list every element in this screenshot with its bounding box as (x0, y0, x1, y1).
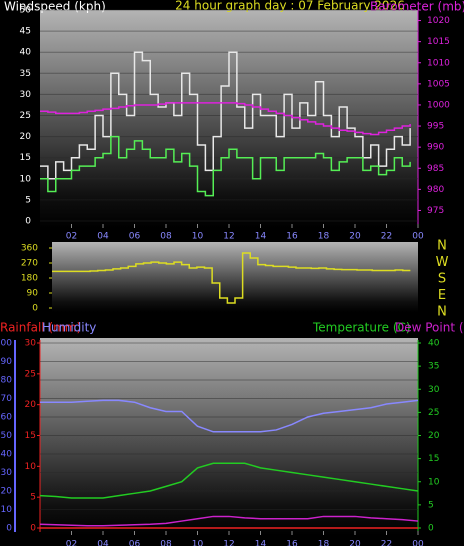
y-tick-label: 100 (0, 339, 12, 349)
rain-axis-label: Rainfall (mm) (0, 321, 81, 335)
compass-label: W (436, 255, 449, 270)
y-tick-label: 90 (27, 289, 39, 299)
x-tick-label: 12 (223, 232, 234, 242)
x-tick-label: 20 (349, 232, 361, 242)
y2-tick-label: 1020 (427, 16, 450, 26)
y2-tick-label: 975 (427, 206, 444, 216)
y-tick-label: 20 (20, 132, 32, 142)
y-tick-label: 70 (1, 394, 13, 404)
x-tick-label: 08 (160, 232, 172, 242)
y-tick-label: 0 (6, 524, 12, 534)
x-tick-label: 16 (286, 540, 298, 546)
series-line (40, 102, 411, 136)
y-tick-label: 40 (1, 450, 13, 460)
x-tick-label: 16 (286, 232, 298, 242)
y-tick-label: 50 (20, 6, 32, 16)
x-tick-label: 06 (129, 540, 141, 546)
y2-tick-label: 10 (428, 477, 440, 487)
series-line (52, 252, 411, 304)
series-line (39, 515, 419, 527)
y2-tick-label: 20 (428, 431, 440, 441)
x-tick-label: 00 (412, 232, 424, 242)
y-tick-label: 50 (1, 431, 13, 441)
y-tick-label: 30 (20, 90, 32, 100)
y-tick-label: 60 (1, 413, 13, 423)
y2-tick-label: 30 (428, 385, 440, 395)
y-tick-label: 180 (21, 274, 38, 284)
x-tick-label: 22 (381, 540, 392, 546)
y3-tick-label: 0 (30, 524, 36, 534)
x-tick-label: 18 (318, 232, 330, 242)
y-tick-label: 90 (1, 357, 13, 367)
y-tick-label: 40 (20, 48, 32, 58)
compass-label: E (438, 288, 446, 303)
series-line (40, 399, 419, 433)
series-line (40, 135, 411, 197)
y3-tick-label: 5 (30, 493, 36, 503)
x-tick-label: 14 (255, 540, 267, 546)
y-tick-label: 35 (20, 69, 31, 79)
x-tick-label: 14 (255, 232, 267, 242)
y2-tick-label: 995 (427, 122, 444, 132)
y-tick-label: 5 (25, 195, 31, 205)
y2-tick-label: 1015 (427, 37, 450, 47)
y-tick-label: 0 (25, 217, 31, 227)
wind-plot-background (40, 10, 418, 228)
x-tick-label: 00 (412, 540, 424, 546)
y-tick-label: 10 (1, 505, 13, 515)
x-tick-label: 02 (66, 232, 77, 242)
x-tick-label: 10 (192, 232, 204, 242)
y-axis-label: Humidity (42, 321, 96, 335)
y2-tick-label: 25 (428, 408, 439, 418)
y-tick-label: 360 (21, 244, 38, 254)
x-tick-label: 06 (129, 232, 141, 242)
y2-tick-label: 990 (427, 143, 444, 153)
compass-label: N (437, 305, 447, 320)
y2-tick-label: 980 (427, 185, 444, 195)
chart-title: 24 hour graph day : 07 February 2026 (175, 0, 405, 13)
series-line (40, 51, 411, 180)
dew-axis-label: Dew Point (C) (395, 321, 464, 335)
x-tick-label: 20 (349, 540, 361, 546)
x-tick-label: 10 (192, 540, 204, 546)
y-tick-label: 25 (20, 111, 31, 121)
y-tick-label: 80 (1, 376, 13, 386)
y2-tick-label: 1005 (427, 79, 450, 89)
climate-plot-background (40, 338, 418, 535)
y3-tick-label: 30 (25, 339, 37, 349)
y3-tick-label: 10 (25, 462, 37, 472)
y-axis-label: Windspeed (kph) (4, 0, 106, 14)
y3-tick-label: 15 (25, 431, 36, 441)
y-tick-label: 0 (32, 304, 38, 314)
y-tick-label: 15 (20, 153, 31, 163)
x-tick-label: 12 (223, 540, 234, 546)
y2-axis-label: Barometer (mb) (370, 0, 464, 14)
x-tick-label: 04 (97, 232, 109, 242)
x-tick-label: 04 (97, 540, 109, 546)
y2-tick-label: 985 (427, 164, 444, 174)
x-tick-label: 22 (381, 232, 392, 242)
series-line (39, 462, 419, 499)
y2-tick-label: 0 (428, 524, 434, 534)
y2-tick-label: 1000 (427, 100, 450, 110)
y-tick-label: 45 (20, 27, 31, 37)
y-tick-label: 30 (1, 468, 13, 478)
y2-tick-label: 40 (428, 339, 440, 349)
y2-tick-label: 35 (428, 362, 439, 372)
y-tick-label: 10 (20, 174, 32, 184)
x-tick-label: 02 (66, 540, 77, 546)
y3-tick-label: 25 (25, 369, 36, 379)
y2-tick-label: 1010 (427, 58, 450, 68)
x-tick-label: 18 (318, 540, 330, 546)
y2-tick-label: 5 (428, 500, 434, 510)
y-tick-label: 270 (21, 259, 38, 269)
y3-tick-label: 20 (25, 400, 37, 410)
compass-label: N (437, 239, 447, 254)
compass-label: S (438, 272, 446, 287)
x-tick-label: 08 (160, 540, 172, 546)
y2-axis-label: Temperature (C) (312, 321, 411, 335)
y-tick-label: 20 (1, 487, 13, 497)
y2-tick-label: 15 (428, 454, 439, 464)
